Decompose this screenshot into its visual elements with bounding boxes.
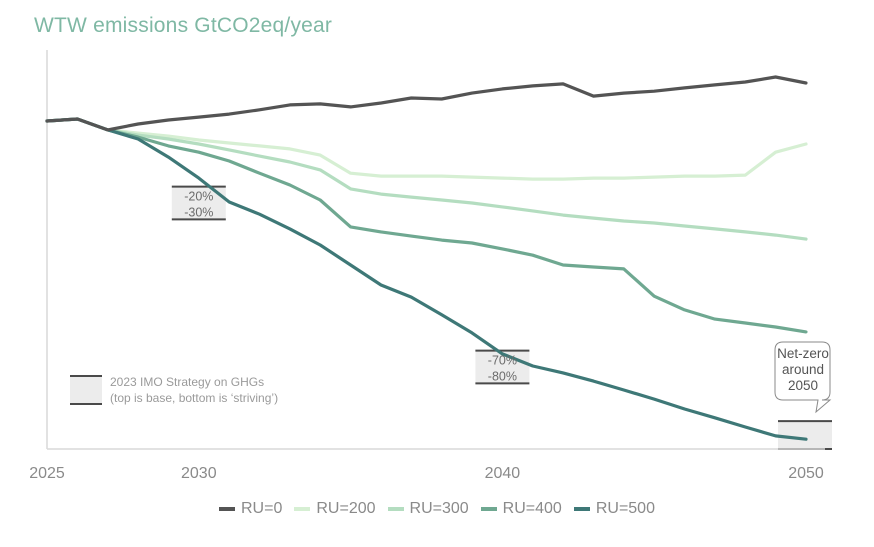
callout-line-2: around [782, 362, 824, 377]
band-label-top-2040: -70% [488, 354, 517, 368]
band-legend-note: 2023 IMO Strategy on GHGs (top is base, b… [70, 375, 278, 405]
series-line-ru-0 [45, 75, 808, 132]
legend-item-ru-200: RU=200 [294, 500, 376, 518]
legend-item-ru-0: RU=0 [219, 500, 282, 518]
legend-swatch [480, 507, 497, 511]
series-lines [45, 75, 808, 441]
band-label-bottom-2030: -30% [184, 205, 213, 219]
band-label-bottom-2040: -80% [488, 369, 517, 383]
band-labels: -20%-30% -70%-80% [184, 190, 517, 384]
legend-swatch [219, 507, 235, 511]
legend-label: RU=300 [409, 500, 469, 517]
legend-label: RU=400 [502, 500, 562, 517]
band-legend-swatch [70, 376, 102, 404]
legend-item-ru-500: RU=500 [573, 500, 655, 518]
legend-swatch [573, 507, 590, 511]
legend-label: RU=200 [316, 500, 376, 517]
target-bands [171, 185, 832, 450]
legend-swatch [387, 507, 404, 511]
legend-item-ru-300: RU=300 [387, 500, 469, 518]
callout-line-3: 2050 [788, 378, 818, 393]
band-label-top-2030: -20% [184, 190, 213, 204]
chart-title: WTW emissions GtCO2eq/year [34, 14, 333, 37]
callout-bubble [774, 341, 832, 414]
legend-item-ru-400: RU=400 [480, 500, 562, 518]
x-tick-2030: 2030 [181, 465, 217, 482]
target-band-2040 [475, 350, 530, 384]
series-line-ru-300 [45, 117, 808, 241]
band-legend-line1: 2023 IMO Strategy on GHGs [110, 375, 264, 389]
band-legend-line2: (top is base, bottom is ‘striving’) [110, 391, 278, 405]
callout-line-1: Net-zero [777, 346, 829, 361]
legend: RU=0 RU=200 RU=300 RU=400 RU=500 [0, 500, 874, 518]
legend-label: RU=0 [241, 500, 283, 517]
target-band-2050 [778, 421, 832, 449]
x-tick-labels: 2025 2030 2040 2050 [29, 465, 824, 482]
series-line-ru-500 [45, 117, 808, 441]
series-line-ru-200 [45, 117, 808, 181]
x-tick-2040: 2040 [485, 465, 521, 482]
series-line-ru-400 [45, 117, 808, 334]
axes [46, 50, 825, 450]
legend-swatch [294, 507, 311, 511]
x-tick-2050: 2050 [788, 465, 824, 482]
legend-label: RU=500 [595, 500, 655, 517]
x-tick-2025: 2025 [29, 465, 65, 482]
